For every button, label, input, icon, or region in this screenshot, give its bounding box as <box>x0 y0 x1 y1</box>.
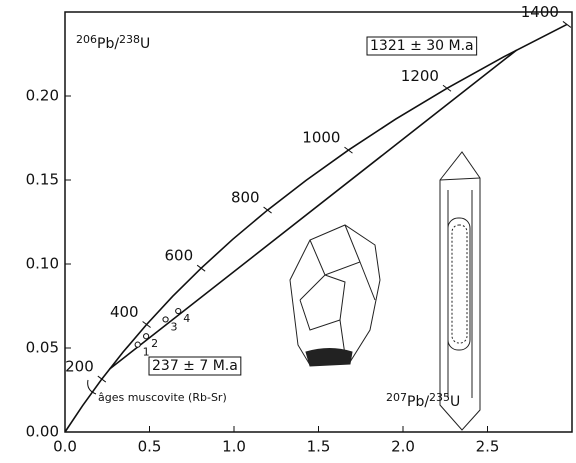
discordia-line <box>108 49 518 370</box>
x-tick-label: 1.5 <box>307 438 331 456</box>
age-label: 800 <box>231 189 260 207</box>
y-tick-label: 0.00 <box>26 423 59 441</box>
label-part: U <box>140 36 150 52</box>
age-label: 600 <box>165 247 194 265</box>
label-part: 207 <box>386 391 407 404</box>
y-tick-label: 0.05 <box>26 339 59 357</box>
age-tick <box>442 84 452 92</box>
plot-frame <box>64 11 573 433</box>
data-point <box>162 316 169 323</box>
crystals <box>289 151 481 431</box>
point-label: 1 <box>143 346 150 359</box>
x-tick-label: 2.0 <box>391 438 415 456</box>
label-part: Pb/ <box>97 36 119 52</box>
x-tick-label: 0.5 <box>138 438 162 456</box>
concordia-curve <box>64 23 568 433</box>
upper-intercept-label: 1321 ± 30 M.a <box>370 38 474 54</box>
data-point <box>134 341 141 348</box>
annotation-box <box>366 36 478 56</box>
lower-intercept-label: 237 ± 7 M.a <box>152 358 238 374</box>
muscovite-arrow <box>87 379 97 395</box>
y-tick-label: 0.20 <box>26 87 59 105</box>
annotation-box <box>148 356 242 376</box>
age-tick <box>562 21 572 28</box>
label-part: 206 <box>76 33 97 46</box>
age-tick <box>344 146 353 154</box>
age-label: 1400 <box>521 3 559 21</box>
point-label: 3 <box>171 320 178 333</box>
age-label: 1000 <box>302 129 340 147</box>
muscovite-note: âges muscovite (Rb-Sr) <box>98 391 227 404</box>
y-axis-label: 206Pb/238U <box>76 33 150 52</box>
age-tick <box>263 206 272 214</box>
x-tick-label: 0.0 <box>53 438 77 456</box>
x-tick-label: 1.0 <box>222 438 246 456</box>
x-axis-label: 207Pb/235U <box>386 391 460 410</box>
y-tick-label: 0.10 <box>26 255 59 273</box>
age-tick <box>97 375 107 383</box>
age-label: 400 <box>110 303 139 321</box>
age-label: 1200 <box>401 67 439 85</box>
label-part: 238 <box>119 33 140 46</box>
data-point <box>143 333 150 340</box>
data-point <box>175 307 182 315</box>
point-label: 2 <box>151 337 158 350</box>
label-part: U <box>450 394 460 410</box>
x-tick-label: 2.5 <box>476 438 500 456</box>
label-part: Pb/ <box>407 394 429 410</box>
age-label: 200 <box>65 358 94 376</box>
point-label: 4 <box>183 312 190 325</box>
age-tick <box>196 264 206 272</box>
age-tick <box>142 321 151 328</box>
y-tick-label: 0.15 <box>26 171 59 189</box>
label-part: 235 <box>429 391 450 404</box>
